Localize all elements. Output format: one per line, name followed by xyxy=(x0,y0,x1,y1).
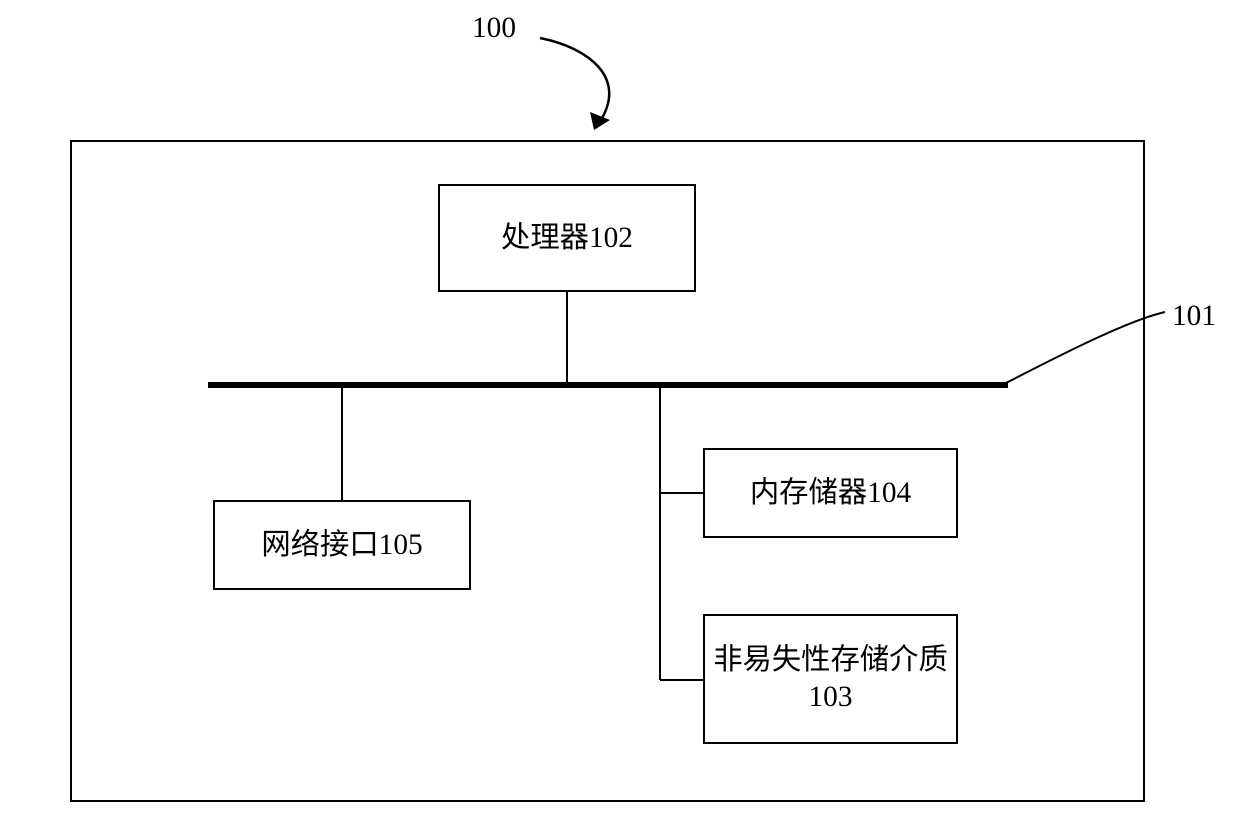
nonvolatile-storage-node-label: 非易失性存储介质103 xyxy=(705,642,956,715)
internal-memory-node: 内存储器104 xyxy=(703,448,958,538)
nonvolatile-storage-node: 非易失性存储介质103 xyxy=(703,614,958,744)
system-label: 100 xyxy=(472,12,516,45)
processor-node: 处理器102 xyxy=(438,184,696,292)
bus-label: 101 xyxy=(1172,300,1216,333)
network-interface-node: 网络接口105 xyxy=(213,500,471,590)
processor-node-label: 处理器102 xyxy=(501,220,633,257)
diagram-canvas: 100 101 处理器102 网络接口105 内存储器104 非易失性存储介质1… xyxy=(0,0,1240,829)
system-pointer-arrowhead-icon xyxy=(590,112,610,130)
system-pointer-arrow xyxy=(540,38,609,118)
network-interface-node-label: 网络接口105 xyxy=(261,527,422,564)
internal-memory-node-label: 内存储器104 xyxy=(750,475,911,512)
